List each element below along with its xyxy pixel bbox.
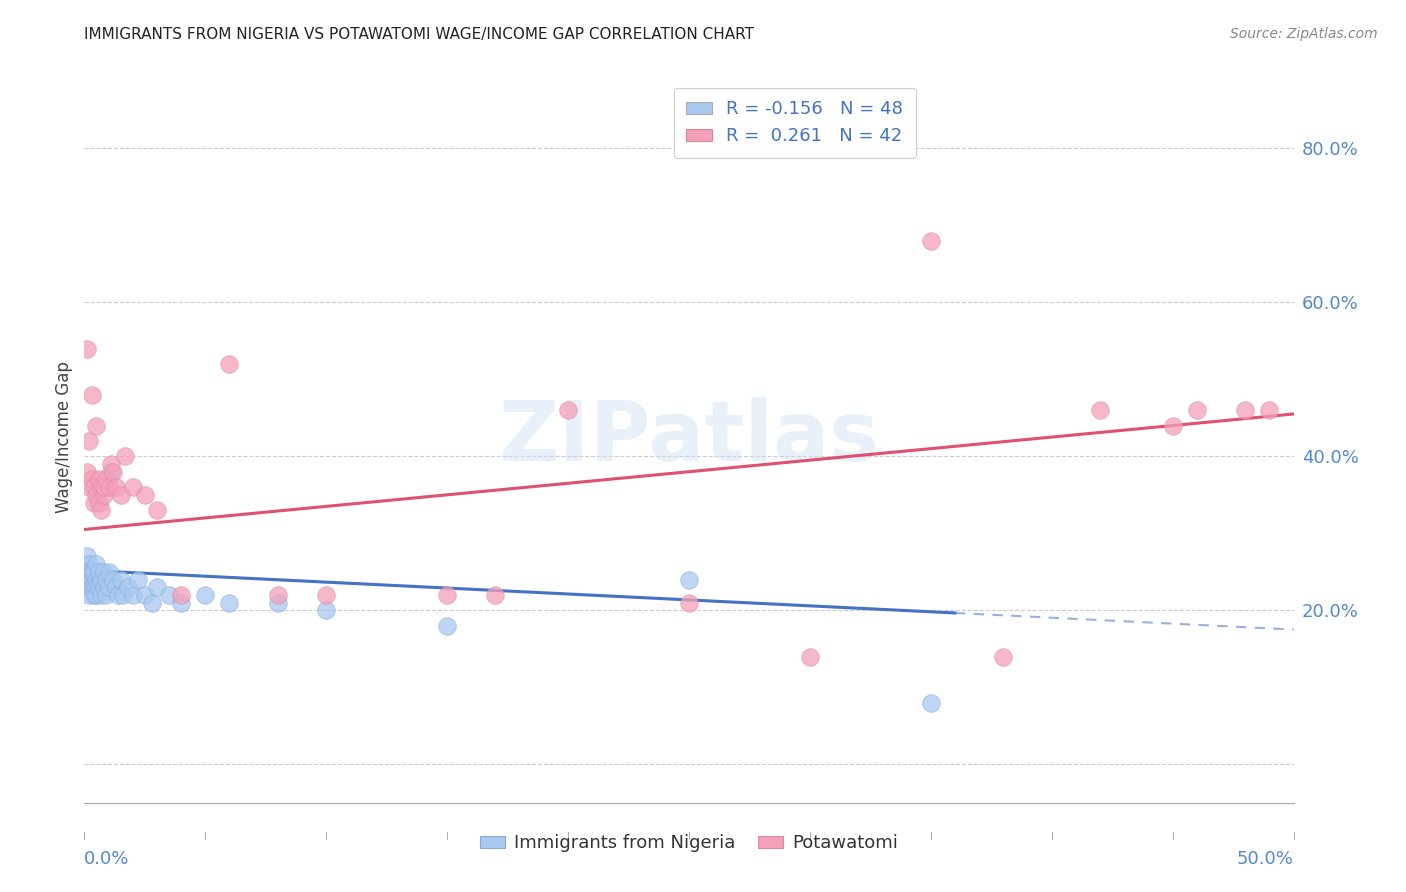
Point (1258, 403, 1281, 417)
Point (678, 596, 700, 610)
Point (97, 580, 120, 594)
Point (100, 457, 122, 471)
Point (267, 596, 290, 610)
Point (97, 565, 120, 579)
Point (90, 588, 112, 602)
Point (141, 596, 163, 610)
Point (94, 472, 117, 486)
Text: 0.0%: 0.0% (84, 850, 129, 868)
Point (112, 588, 135, 602)
Point (86, 580, 108, 594)
Text: 50.0%: 50.0% (1237, 850, 1294, 868)
Point (134, 488, 156, 502)
Text: ZIPatlas: ZIPatlas (499, 397, 879, 477)
Point (87, 580, 110, 594)
Point (799, 649, 821, 664)
Point (83, 565, 105, 579)
Point (76, 580, 98, 594)
Point (90, 573, 112, 587)
Point (1234, 403, 1257, 417)
Point (77, 573, 100, 587)
Point (103, 465, 125, 479)
Point (100, 465, 122, 479)
Point (920, 234, 942, 248)
Y-axis label: Wage/Income Gap: Wage/Income Gap (55, 361, 73, 513)
Point (90, 503, 112, 517)
Point (436, 618, 458, 632)
Point (117, 580, 139, 594)
Point (146, 580, 169, 594)
Point (218, 357, 240, 371)
Point (93, 565, 115, 579)
Point (77, 557, 100, 571)
Point (157, 588, 180, 602)
Point (80, 565, 103, 579)
Point (86, 557, 108, 571)
Point (90, 480, 112, 494)
Point (107, 588, 129, 602)
Point (80, 573, 103, 587)
Legend: Immigrants from Nigeria, Potawatomi: Immigrants from Nigeria, Potawatomi (472, 827, 905, 860)
Text: Source: ZipAtlas.com: Source: ZipAtlas.com (1230, 27, 1378, 41)
Point (76, 465, 98, 479)
Point (76, 342, 98, 356)
Point (1185, 403, 1208, 417)
Point (194, 588, 217, 602)
Point (436, 588, 458, 602)
Point (76, 549, 98, 564)
Point (80, 472, 103, 486)
Point (80, 388, 103, 402)
Point (77, 434, 100, 448)
Point (83, 588, 105, 602)
Point (83, 580, 105, 594)
Point (993, 649, 1015, 664)
Point (77, 565, 100, 579)
Point (86, 418, 108, 433)
Point (104, 580, 127, 594)
Point (134, 588, 156, 602)
Point (1088, 403, 1111, 417)
Point (94, 588, 117, 602)
Point (121, 480, 143, 494)
Point (94, 573, 117, 587)
Point (83, 495, 105, 509)
Point (97, 480, 120, 494)
Point (86, 588, 108, 602)
Point (87, 565, 110, 579)
Point (110, 488, 132, 502)
Point (104, 480, 127, 494)
Point (77, 588, 100, 602)
Point (267, 588, 290, 602)
Point (86, 488, 108, 502)
Point (170, 588, 193, 602)
Point (484, 588, 506, 602)
Point (557, 403, 579, 417)
Point (86, 573, 108, 587)
Point (218, 596, 240, 610)
Point (146, 503, 169, 517)
Point (315, 588, 337, 602)
Point (121, 588, 143, 602)
Text: IMMIGRANTS FROM NIGERIA VS POTAWATOMI WAGE/INCOME GAP CORRELATION CHART: IMMIGRANTS FROM NIGERIA VS POTAWATOMI WA… (84, 27, 755, 42)
Point (1161, 418, 1184, 433)
Point (76, 565, 98, 579)
Point (315, 603, 337, 617)
Point (170, 596, 193, 610)
Point (87, 495, 110, 509)
Point (83, 480, 105, 494)
Point (80, 580, 103, 594)
Point (93, 488, 115, 502)
Point (114, 450, 136, 464)
Point (93, 480, 115, 494)
Point (678, 573, 700, 587)
Point (87, 472, 110, 486)
Point (127, 573, 149, 587)
Point (77, 480, 100, 494)
Point (93, 580, 115, 594)
Point (110, 573, 132, 587)
Point (920, 696, 942, 710)
Point (103, 573, 125, 587)
